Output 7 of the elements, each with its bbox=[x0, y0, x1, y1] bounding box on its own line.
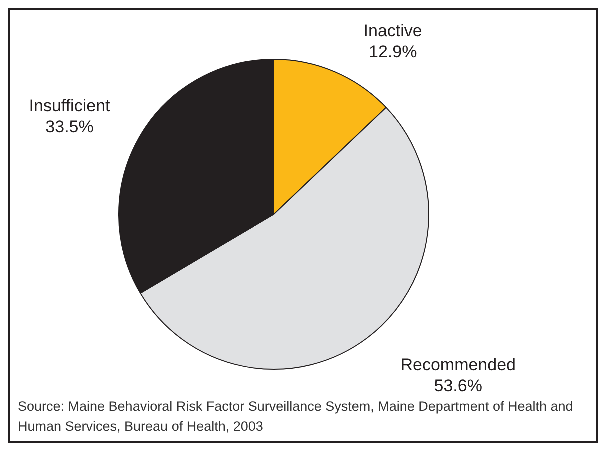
data-label: 33.5% bbox=[46, 117, 94, 136]
source-note: Source: Maine Behavioral Risk Factor Surveillance System, Maine Department of Health and Human Services, Bureau of Health, 2003 bbox=[17, 398, 574, 436]
slice-label: Inactive bbox=[364, 22, 422, 41]
data-label: 53.6% bbox=[434, 376, 482, 396]
data-label: 12.9% bbox=[368, 42, 418, 62]
slice-label: Recommended bbox=[400, 355, 516, 374]
slice-label: Insufficient bbox=[29, 96, 111, 116]
